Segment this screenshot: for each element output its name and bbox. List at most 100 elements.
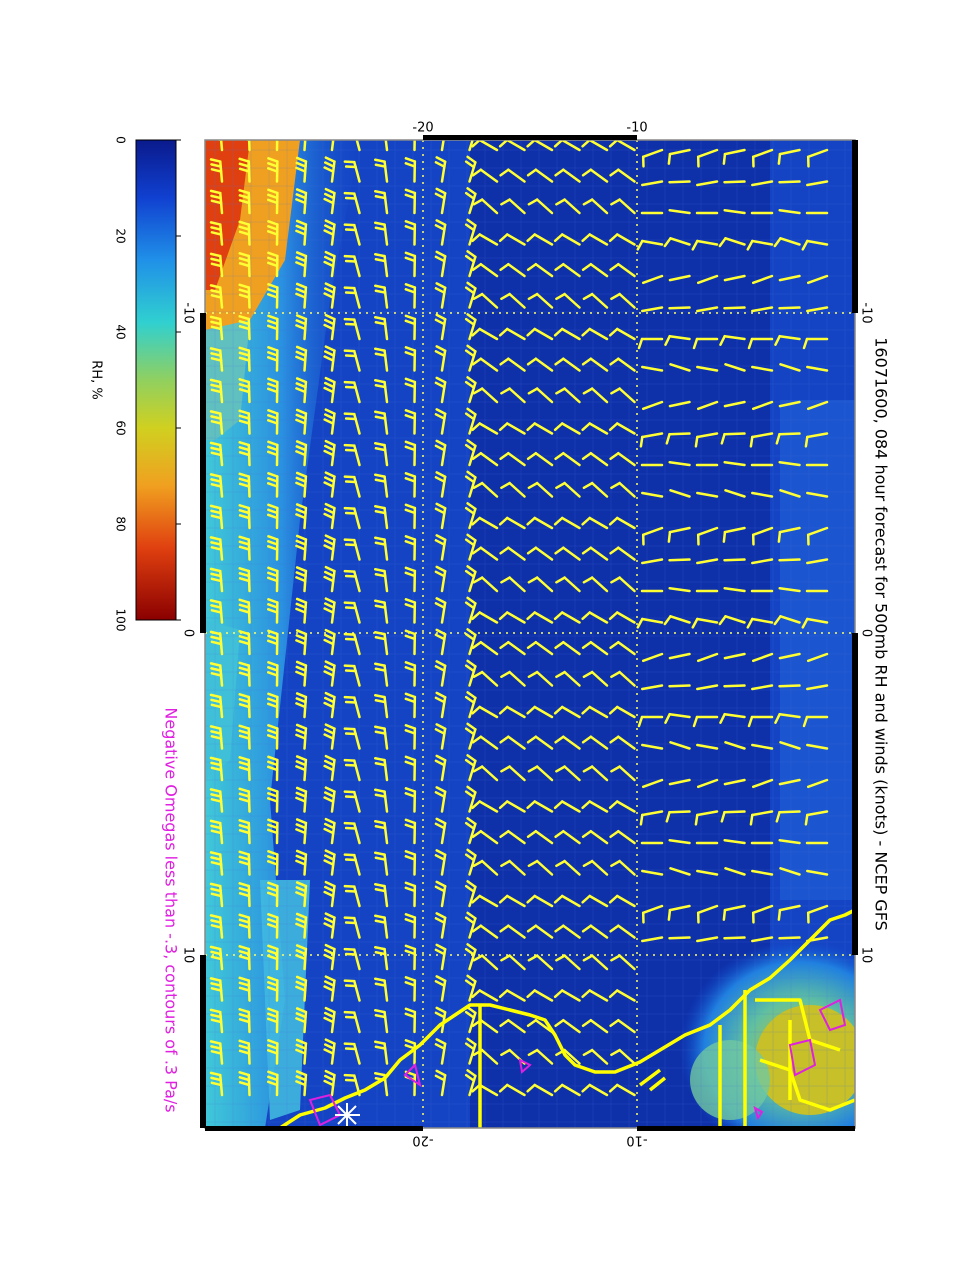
wind-barb (323, 754, 336, 782)
wind-barb (553, 894, 581, 908)
wind-barb (434, 408, 447, 435)
wind-barb (434, 376, 447, 404)
wind-barb (266, 818, 279, 845)
wind-barb (238, 913, 251, 939)
wind-barb (374, 221, 389, 246)
wind-barb (471, 422, 499, 435)
wind-barb (498, 894, 526, 908)
wind-barb (778, 838, 801, 845)
wind-barb (434, 565, 447, 593)
wind-barb (663, 237, 691, 248)
wind-barb (639, 810, 664, 826)
wind-barb (434, 723, 447, 750)
wind-barb (374, 505, 389, 530)
wind-barb (343, 286, 361, 309)
wind-barb (499, 640, 526, 656)
wind-barb (751, 936, 774, 943)
omega-marker (335, 1103, 360, 1128)
wind-barb (471, 546, 499, 561)
wind-barb (295, 156, 308, 183)
wind-barb (238, 283, 251, 309)
wind-barb (404, 314, 417, 341)
wind-barb (553, 705, 581, 719)
wind-barb (581, 924, 609, 939)
wind-barb (471, 262, 499, 278)
wind-barb (608, 800, 636, 813)
wind-barb (581, 705, 609, 719)
wind-barb (778, 274, 801, 282)
wind-barb (404, 157, 417, 183)
wind-barb (464, 439, 477, 467)
wind-barb (610, 481, 636, 498)
wind-barb (266, 850, 279, 876)
wind-barb (464, 628, 477, 656)
wind-barb (581, 422, 609, 435)
wind-barb (238, 598, 251, 624)
wind-barb (295, 408, 308, 435)
wind-barb (806, 180, 829, 187)
wind-barb (499, 546, 526, 561)
wind-barb (555, 292, 581, 309)
wind-barb (434, 471, 447, 498)
wind-barb (802, 715, 829, 728)
wind-barb (773, 615, 801, 626)
wind-barb (498, 611, 526, 624)
wind-barb (778, 586, 801, 593)
wind-barb (238, 882, 251, 908)
wind-barb (775, 810, 801, 823)
colorbar-label: RH, % (89, 360, 104, 399)
wind-barb (778, 936, 801, 940)
wind-barb (343, 947, 361, 971)
wind-barb (434, 691, 447, 719)
wind-barb (526, 829, 554, 845)
wind-barb (554, 735, 581, 750)
wind-barb (668, 460, 691, 467)
wind-barb (665, 432, 691, 445)
wind-barb (610, 765, 636, 782)
wind-barb (778, 306, 801, 310)
wind-barb (434, 628, 447, 656)
wind-barb (527, 765, 554, 782)
wind-barb (664, 712, 691, 724)
wind-barb (526, 516, 554, 530)
wind-barb (323, 345, 336, 372)
wind-barb (238, 724, 251, 750)
wind-barb (434, 1069, 447, 1097)
wind-barb (343, 695, 361, 719)
wind-barb (696, 491, 719, 498)
wind-barb (374, 158, 389, 183)
wind-barb (555, 481, 581, 498)
wind-barb (404, 944, 417, 971)
wind-barb (499, 357, 526, 372)
wind-barb (295, 534, 308, 561)
wind-barb (804, 432, 829, 448)
wind-barb (266, 535, 279, 561)
wind-barb (295, 660, 308, 687)
wind-barb (295, 566, 308, 593)
wind-barb (500, 292, 526, 309)
wind-barb (404, 503, 417, 530)
left-tick-label: 10 (181, 947, 196, 964)
wind-barb (696, 365, 719, 372)
wind-barb (209, 441, 224, 467)
wind-barb (779, 867, 801, 876)
wind-barb (696, 904, 719, 924)
wind-barb (668, 558, 691, 562)
wind-barb (751, 306, 774, 313)
top-tick-label: -20 (412, 121, 433, 136)
wind-barb (609, 451, 636, 467)
wind-barb (608, 894, 636, 908)
wind-barb (499, 168, 526, 183)
wind-barb (374, 599, 389, 624)
wind-barb (374, 536, 389, 561)
wind-barb (527, 292, 554, 309)
wind-barb (404, 692, 417, 719)
wind-barb (696, 936, 719, 943)
wind-barb (609, 924, 636, 939)
wind-barb (323, 1069, 336, 1097)
wind-barb (610, 292, 636, 309)
wind-barb (404, 188, 417, 215)
wind-barb (723, 936, 746, 940)
wind-barb (668, 652, 691, 660)
